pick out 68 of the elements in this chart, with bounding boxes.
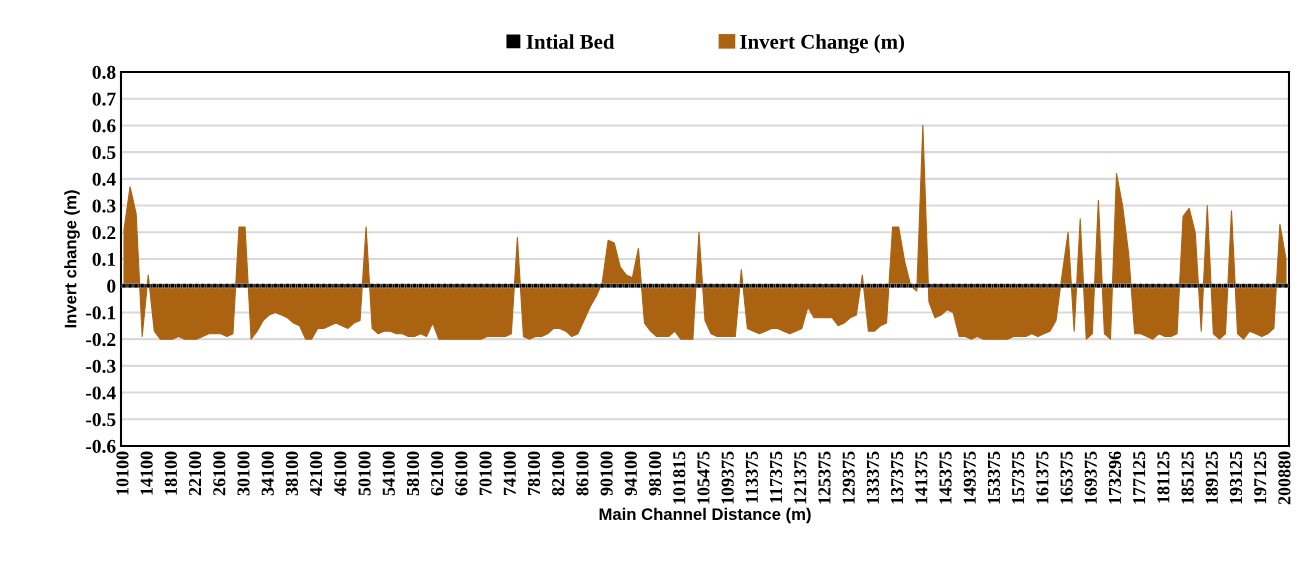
x-tick-label: 189125 — [1205, 451, 1218, 504]
x-tick-label: 34100 — [261, 451, 274, 496]
x-tick-label: 157375 — [1012, 451, 1025, 504]
x-tick-label: 46100 — [334, 451, 347, 496]
x-tick-label: 125375 — [818, 451, 831, 504]
y-tick-label: 0.2 — [92, 226, 116, 240]
x-tick-label: 113375 — [745, 451, 758, 503]
x-tick-label: 94100 — [624, 451, 637, 496]
x-tick-label: 161375 — [1036, 451, 1049, 504]
y-tick-label: -0.1 — [86, 306, 116, 320]
x-tick-label: 173296 — [1108, 451, 1122, 504]
y-tick-label: 0.3 — [92, 199, 116, 213]
x-tick-label: 18100 — [164, 451, 177, 495]
x-tick-label: 86100 — [576, 451, 589, 496]
x-tick-label: 121375 — [794, 451, 807, 504]
x-tick-label: 70100 — [479, 451, 492, 495]
y-tick-label: 0 — [107, 279, 116, 293]
x-tick-label: 42100 — [310, 451, 323, 496]
x-tick-label: 181125 — [1157, 451, 1170, 503]
y-tick-label: -0.5 — [86, 413, 116, 427]
y-axis-title: Invert change (m) — [64, 190, 80, 328]
x-tick-label: 26100 — [213, 451, 226, 496]
x-tick-label: 117375 — [770, 451, 783, 503]
x-tick-label: 101815 — [673, 451, 686, 504]
x-tick-label: 197125 — [1254, 451, 1267, 504]
x-tick-label: 62100 — [431, 451, 444, 496]
x-tick-label: 58100 — [406, 451, 420, 496]
x-tick-label: 14100 — [140, 451, 153, 495]
y-tick-label: -0.2 — [86, 332, 116, 347]
x-tick-label: 193125 — [1229, 451, 1243, 504]
x-tick-label: 185125 — [1181, 451, 1194, 504]
x-tick-label: 141375 — [915, 451, 928, 504]
x-tick-label: 22100 — [188, 451, 202, 496]
y-tick-label: 0.4 — [92, 172, 116, 186]
x-tick-label: 109375 — [721, 451, 734, 504]
x-tick-label: 82100 — [552, 451, 565, 496]
y-tick-label: -0.6 — [86, 439, 116, 454]
x-tick-label: 137375 — [891, 451, 904, 504]
x-tick-label: 50100 — [358, 451, 371, 496]
x-tick-label: 105475 — [697, 451, 710, 504]
x-tick-label: 54100 — [382, 451, 395, 496]
y-tick-label: 0.7 — [92, 92, 116, 106]
y-tick-label: 0.5 — [92, 145, 116, 160]
x-tick-label: 66100 — [455, 451, 468, 496]
y-tick-label: -0.3 — [86, 359, 116, 373]
x-tick-label: 149375 — [963, 451, 976, 504]
x-tick-label: 78100 — [527, 451, 541, 495]
x-tick-label: 98100 — [648, 451, 662, 496]
x-tick-label: 90100 — [600, 451, 613, 496]
x-tick-label: 10100 — [116, 451, 129, 495]
y-tick-label: 0.6 — [92, 119, 116, 133]
x-tick-label: 145375 — [939, 451, 952, 504]
y-tick-label: 0.1 — [92, 252, 116, 267]
x-tick-label: 153375 — [987, 451, 1001, 504]
x-tick-label: 74100 — [503, 451, 516, 495]
legend-label: Intial Bed — [526, 34, 615, 49]
y-tick-label: -0.4 — [86, 386, 116, 400]
x-tick-label: 38100 — [285, 451, 298, 496]
x-tick-label: 30100 — [237, 451, 250, 496]
legend-label: Invert Change (m) — [740, 34, 905, 54]
x-tick-label: 129375 — [842, 451, 855, 504]
x-tick-label: 165375 — [1060, 451, 1073, 504]
x-tick-label: 200880 — [1278, 451, 1291, 505]
y-tick-label: 0.8 — [92, 65, 116, 80]
x-tick-label: 177125 — [1133, 451, 1146, 504]
x-tick-label: 169375 — [1084, 451, 1097, 504]
x-tick-label: 133375 — [866, 451, 879, 504]
x-axis-title: Main Channel Distance (m) — [599, 507, 811, 524]
